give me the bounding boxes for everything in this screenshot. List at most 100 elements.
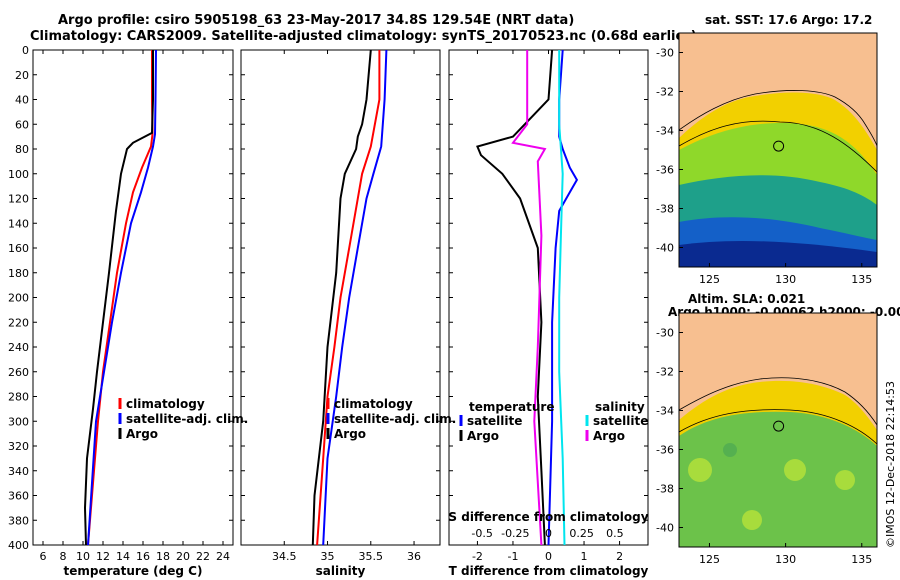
map-y-tick-label: -40 bbox=[656, 242, 674, 255]
x-tick-label: 18 bbox=[156, 550, 170, 563]
map-y-tick-label: -36 bbox=[656, 164, 674, 177]
series-line-satellite-adj-clim- bbox=[87, 49, 157, 546]
y-tick-label: 80 bbox=[15, 143, 29, 156]
x-tick-label: 8 bbox=[60, 550, 67, 563]
y-tick-label: 340 bbox=[8, 465, 29, 478]
map-x-tick-label: 125 bbox=[699, 273, 720, 286]
sst-map-navy-band bbox=[679, 240, 877, 267]
y-tick-label: 400 bbox=[8, 539, 29, 552]
sst-map bbox=[679, 33, 877, 267]
sla-map-contour bbox=[679, 409, 877, 445]
map-x-tick-label: 135 bbox=[851, 553, 872, 566]
argo-location-marker bbox=[773, 140, 785, 152]
x-tick-label: -2 bbox=[472, 550, 483, 563]
legend-label: Argo bbox=[126, 427, 158, 441]
map-frame bbox=[678, 32, 878, 268]
sla-map-eddy-2 bbox=[742, 510, 762, 530]
map-x-tick-label: 130 bbox=[775, 553, 796, 566]
argo-location-marker bbox=[773, 420, 785, 432]
title-line-2: Climatology: CARS2009. Satellite-adjuste… bbox=[30, 29, 697, 44]
x-tick-label: 0 bbox=[545, 550, 552, 563]
x-tick-label: 34.5 bbox=[272, 550, 297, 563]
y-tick-label: 180 bbox=[8, 267, 29, 280]
y-tick-label: 120 bbox=[8, 193, 29, 206]
x2-tick-label: 0 bbox=[545, 527, 552, 540]
legend-label: satellite bbox=[467, 414, 522, 428]
sst-map-title: sat. SST: 17.6 Argo: 17.2 bbox=[705, 13, 873, 27]
x-tick-label: 6 bbox=[40, 550, 47, 563]
map-y-tick-label: -32 bbox=[656, 366, 674, 379]
x-tick-label: 12 bbox=[96, 550, 110, 563]
sla-map-eddy-4 bbox=[835, 470, 855, 490]
sst-map-contour bbox=[679, 120, 877, 173]
legend-label: satellite-adj. clim. bbox=[126, 412, 248, 426]
x-axis-label: T difference from climatology bbox=[449, 564, 649, 578]
sst-map-coast bbox=[679, 90, 877, 147]
sla-map-eddy-1 bbox=[688, 458, 712, 482]
x-tick-label: 2 bbox=[616, 550, 623, 563]
y-tick-label: 260 bbox=[8, 366, 29, 379]
map-y-tick-label: -38 bbox=[656, 203, 674, 216]
y-tick-label: 240 bbox=[8, 341, 29, 354]
sla-map-coast bbox=[679, 377, 877, 426]
series-line-argo bbox=[83, 50, 154, 546]
series-line-salinity-argo bbox=[511, 50, 547, 546]
sla-map bbox=[679, 313, 877, 547]
x-tick-label: 10 bbox=[76, 550, 90, 563]
map-y-tick-label: -30 bbox=[656, 47, 674, 60]
x-tick-label: 35.5 bbox=[359, 550, 384, 563]
series-line-salinity-satellite bbox=[558, 50, 566, 546]
y-tick-label: 300 bbox=[8, 415, 29, 428]
x-tick-label: 1 bbox=[581, 550, 588, 563]
x2-axis-label: S difference from climatology bbox=[448, 510, 648, 524]
map-y-tick-label: -34 bbox=[656, 125, 674, 138]
series-line-climatology bbox=[87, 50, 154, 546]
series-line-climatology bbox=[316, 50, 381, 546]
sla-map-eddy-5 bbox=[723, 443, 737, 457]
x-tick-label: 36 bbox=[407, 550, 421, 563]
y-tick-label: 380 bbox=[8, 514, 29, 527]
sla-map-eddy-3 bbox=[784, 459, 806, 481]
title-line-1: Argo profile: csiro 5905198_63 23-May-20… bbox=[58, 13, 575, 28]
series-line-satellite-adj-clim- bbox=[322, 49, 388, 546]
y-tick-label: 100 bbox=[8, 168, 29, 181]
legend-label: climatology bbox=[126, 397, 205, 411]
map-frame bbox=[678, 312, 878, 548]
y-tick-label: 140 bbox=[8, 217, 29, 230]
map-x-tick-label: 125 bbox=[699, 553, 720, 566]
series-line-temperature-argo bbox=[476, 49, 554, 546]
map-x-tick-label: 130 bbox=[775, 273, 796, 286]
y-tick-label: 220 bbox=[8, 316, 29, 329]
legend-label: satellite bbox=[593, 414, 648, 428]
x-tick-label: 24 bbox=[216, 550, 230, 563]
x-tick-label: 22 bbox=[196, 550, 210, 563]
y-tick-label: 280 bbox=[8, 391, 29, 404]
x-tick-label: 14 bbox=[116, 550, 130, 563]
legend-label: Argo bbox=[467, 429, 499, 443]
legend-label: climatology bbox=[334, 397, 413, 411]
legend-label: Argo bbox=[593, 429, 625, 443]
map-y-tick-label: -32 bbox=[656, 86, 674, 99]
x-tick-label: 16 bbox=[136, 550, 150, 563]
y-tick-label: 200 bbox=[8, 292, 29, 305]
map-y-tick-label: -34 bbox=[656, 405, 674, 418]
y-tick-label: 40 bbox=[15, 94, 29, 107]
map-y-tick-label: -36 bbox=[656, 444, 674, 457]
y-tick-label: 160 bbox=[8, 242, 29, 255]
y-tick-label: 20 bbox=[15, 69, 29, 82]
x-tick-label: 35 bbox=[321, 550, 335, 563]
map-y-tick-label: -40 bbox=[656, 522, 674, 535]
x2-tick-label: -0.5 bbox=[471, 527, 492, 540]
sla-map-title: Altim. SLA: 0.021 bbox=[688, 292, 806, 306]
x-tick-label: 20 bbox=[176, 550, 190, 563]
legend-label: satellite-adj. clim. bbox=[334, 412, 456, 426]
x-axis-label: salinity bbox=[316, 564, 366, 578]
x2-tick-label: 0.25 bbox=[569, 527, 594, 540]
map-y-tick-label: -38 bbox=[656, 483, 674, 496]
x2-tick-label: -0.25 bbox=[501, 527, 529, 540]
plot-frame-0 bbox=[32, 49, 234, 546]
plot-frame-2 bbox=[448, 49, 649, 546]
y-tick-label: 0 bbox=[22, 44, 29, 57]
legend-heading-temperature: temperature bbox=[469, 400, 554, 414]
